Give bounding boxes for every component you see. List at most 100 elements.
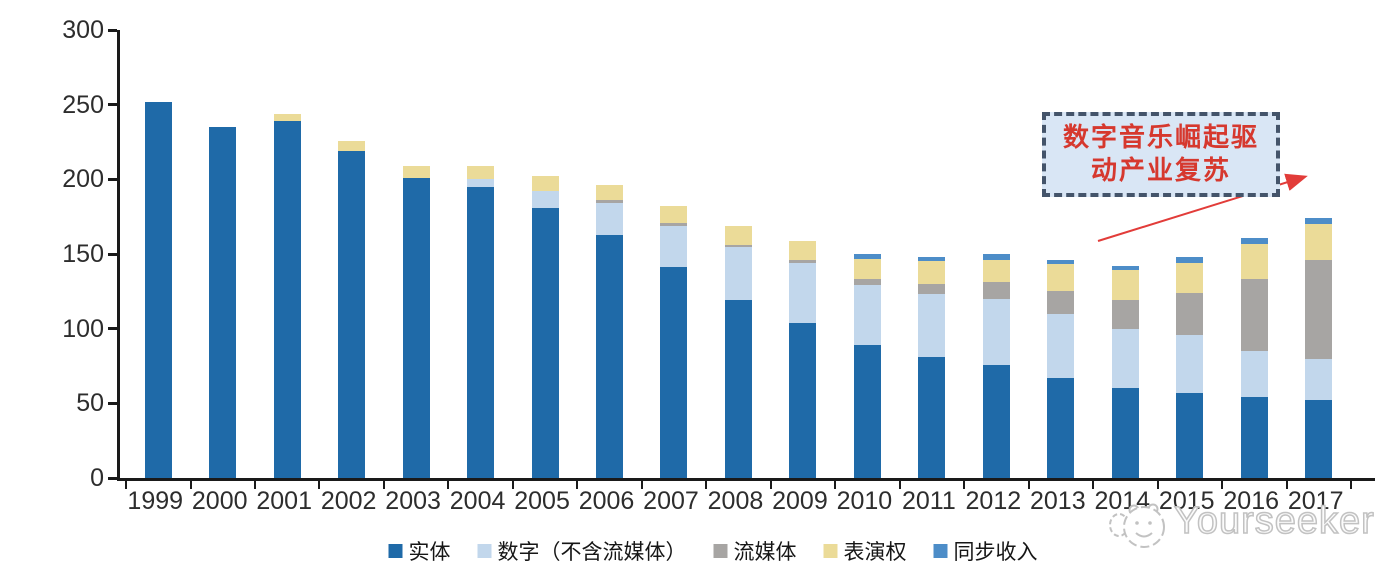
x-axis-label-2001: 2001 [256, 487, 312, 515]
bar-segment [982, 260, 1010, 283]
bar-segment [724, 300, 752, 478]
y-axis-tick [108, 476, 117, 480]
x-axis-label-2004: 2004 [449, 487, 506, 515]
stacked-bar-2005 [531, 176, 559, 478]
x-axis-tick [640, 481, 643, 489]
x-axis-label-2012: 2012 [965, 487, 1022, 515]
bar-slot-2012 [964, 30, 1028, 478]
bar-segment [789, 322, 817, 478]
bar-segment [144, 101, 172, 478]
stacked-bar-2011 [918, 256, 946, 478]
bar-segment [918, 357, 946, 478]
x-axis-label-2005: 2005 [514, 487, 570, 515]
bar-segment [338, 151, 366, 478]
bar-segment [596, 185, 624, 201]
x-axis-tick [834, 481, 837, 489]
bar-segment [1176, 292, 1204, 335]
stacked-bar-2013 [1047, 259, 1075, 478]
bar-segment [982, 254, 1010, 261]
bar-segment [724, 245, 752, 247]
bar-segment [660, 225, 688, 268]
x-axis-label-2007: 2007 [643, 487, 699, 515]
bar-segment [1305, 400, 1333, 478]
stacked-bar-2002 [338, 140, 366, 478]
bar-segment [1111, 388, 1139, 478]
bar-slot-2008 [706, 30, 770, 478]
bar-segment [918, 283, 946, 295]
bar-slot-2010 [835, 30, 899, 478]
y-axis-tick [108, 327, 117, 331]
bar-segment [853, 254, 881, 259]
stacked-bar-2010 [853, 254, 881, 478]
y-axis-label: 150 [62, 240, 104, 268]
bar-segment [853, 345, 881, 478]
bar-segment [982, 364, 1010, 478]
bar-slot-2007 [642, 30, 706, 478]
bar-segment [273, 121, 301, 478]
bar-segment [1111, 270, 1139, 301]
y-axis-tick [108, 252, 117, 256]
stacked-bar-2009 [789, 240, 817, 478]
x-axis-tick [318, 481, 321, 489]
bars-container [120, 30, 1375, 478]
bar-segment [1111, 265, 1139, 271]
stacked-bar-2001 [273, 113, 301, 478]
legend-item: 表演权 [823, 536, 907, 566]
bar-segment [531, 176, 559, 192]
bar-slot-2004 [448, 30, 512, 478]
bar-segment [789, 263, 817, 323]
legend-swatch-icon [823, 544, 838, 558]
bar-segment [918, 294, 946, 357]
bar-segment [1176, 257, 1204, 264]
bar-segment [531, 207, 559, 478]
x-axis-label-2011: 2011 [901, 487, 956, 515]
x-axis-label-2000: 2000 [191, 487, 248, 515]
x-axis-tick [382, 481, 385, 489]
legend-swatch-icon [933, 544, 948, 558]
stacked-bar-2008 [724, 225, 752, 478]
bar-segment [1240, 243, 1268, 280]
legend-item: 实体 [388, 536, 451, 566]
bar-segment [982, 298, 1010, 365]
bar-segment [1240, 279, 1268, 352]
x-axis-label-1999: 1999 [127, 487, 184, 515]
bar-slot-2011 [900, 30, 964, 478]
bar-segment [596, 203, 624, 235]
x-axis-label-2015: 2015 [1158, 487, 1215, 515]
bar-segment [1240, 237, 1268, 244]
bar-segment [1305, 224, 1333, 260]
plot-area [117, 30, 1375, 489]
stacked-bar-2007 [660, 206, 688, 478]
stacked-bar-2016 [1240, 237, 1268, 478]
y-axis-tick [108, 177, 117, 181]
bar-segment [1047, 259, 1075, 265]
bar-segment [1176, 392, 1204, 478]
bar-segment [1176, 263, 1204, 293]
x-axis-tick [1156, 481, 1159, 489]
bar-segment [1047, 377, 1075, 478]
y-axis-label: 300 [62, 16, 104, 44]
watermark-text: Yourseeker [1173, 499, 1375, 543]
stacked-bar-2000 [209, 127, 237, 478]
bar-segment [1111, 328, 1139, 389]
mascot-face-icon [1109, 503, 1165, 548]
bar-segment [596, 200, 624, 204]
x-axis-tick [511, 481, 514, 489]
bar-segment [1305, 218, 1333, 225]
y-axis-label: 100 [62, 314, 104, 343]
x-axis-tick [1350, 481, 1352, 489]
legend-label: 流媒体 [733, 541, 797, 564]
bar-segment [531, 191, 559, 208]
bar-segment [1240, 397, 1268, 478]
bar-segment [273, 113, 301, 122]
bar-segment [660, 222, 688, 226]
x-axis-label-2003: 2003 [385, 487, 441, 515]
bar-segment [918, 256, 946, 262]
stacked-bar-1999 [144, 101, 172, 478]
watermark: Yourseeker [1106, 498, 1375, 550]
legend-label: 表演权 [843, 541, 907, 564]
bar-segment [402, 177, 430, 478]
y-axis-tick [108, 103, 117, 107]
annotation-text-line2: 动产业复苏 [1090, 155, 1231, 186]
